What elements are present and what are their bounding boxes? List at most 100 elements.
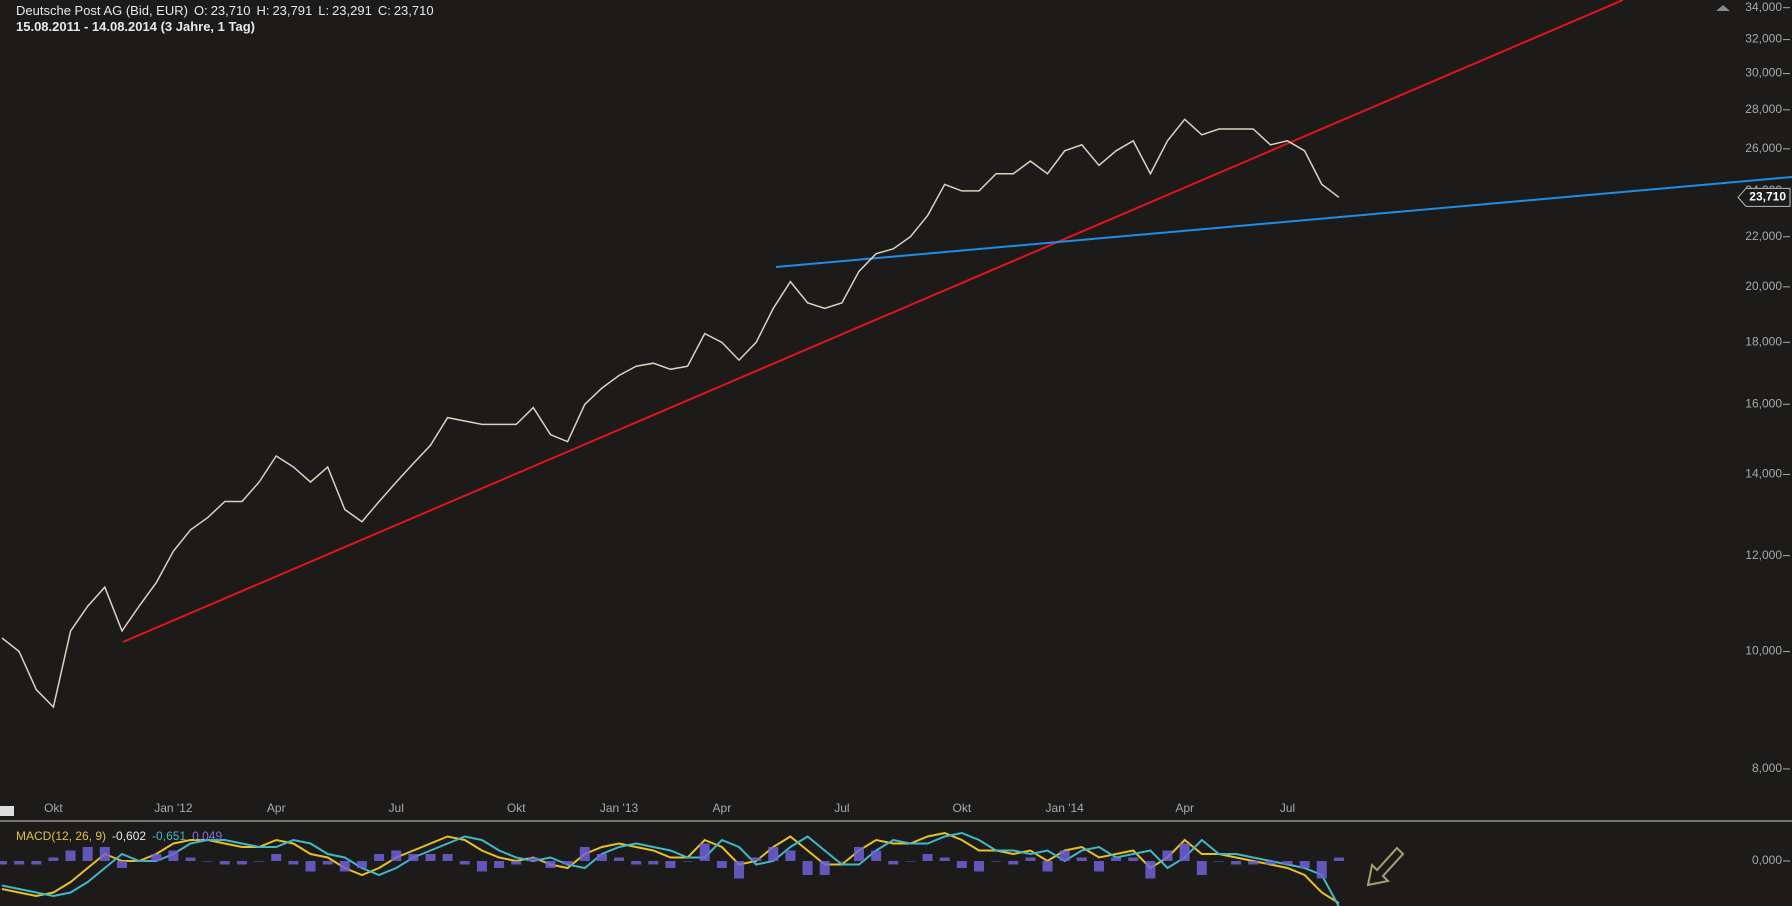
y-tick-label: 34,000 [1745, 0, 1782, 14]
y-tick-label: 30,000 [1745, 66, 1782, 80]
histogram-bar [1316, 860, 1327, 879]
histogram-bar [236, 860, 247, 865]
macd-legend: MACD(12, 26, 9) -0,602 -0,651 0,049 [16, 829, 228, 843]
histogram-bar [1196, 860, 1207, 875]
x-tick-label: Apr [1175, 801, 1194, 815]
histogram-bar [1213, 860, 1224, 862]
trend-line [775, 176, 1792, 268]
histogram-bar [99, 846, 110, 861]
y-tick-label: 10,000 [1745, 644, 1782, 658]
histogram-bar [562, 860, 573, 865]
ohlc-value: 23,710 [393, 3, 434, 18]
toolbar-button[interactable] [0, 806, 14, 816]
histogram-bar [14, 860, 25, 865]
y-tick-label: 16,000 [1745, 396, 1782, 410]
y-tick-label: 8,000 [1752, 761, 1782, 775]
histogram-bar [339, 860, 350, 872]
histogram-bar [1162, 850, 1173, 861]
histogram-bar [973, 860, 984, 872]
histogram-bar [734, 860, 745, 879]
histogram-bar [65, 850, 76, 861]
histogram-bar [956, 860, 967, 868]
ohlc-label: C: [377, 3, 391, 18]
histogram-bar [1042, 860, 1053, 872]
y-tick-label: 28,000 [1745, 102, 1782, 116]
x-tick-label: Jan '13 [600, 801, 639, 815]
histogram-bar [871, 850, 882, 861]
histogram-bar [1248, 860, 1259, 865]
y-tick-label: 26,000 [1745, 141, 1782, 155]
ohlc-label: O: [193, 3, 208, 18]
x-tick-label: Apr [267, 801, 286, 815]
x-tick-label: Okt [44, 801, 63, 815]
histogram-bar [836, 860, 847, 862]
histogram-bar [716, 860, 727, 868]
histogram-bar [425, 853, 436, 861]
histogram-bar [528, 857, 539, 861]
histogram-bar [1093, 860, 1104, 872]
histogram-bar [1299, 860, 1310, 868]
histogram-bar [1265, 860, 1276, 865]
histogram-bar [648, 860, 659, 865]
histogram-bar [1145, 860, 1156, 879]
x-tick-label: Apr [713, 801, 732, 815]
ohlc-value: 23,791 [272, 3, 313, 18]
y-tick-label: 18,000 [1745, 334, 1782, 348]
histogram-bar [442, 853, 453, 861]
histogram-bar [579, 846, 590, 861]
last-price-label: 23,710 [1749, 189, 1786, 203]
histogram-bar [1059, 850, 1070, 861]
histogram-bar [31, 860, 42, 865]
histogram-bar [82, 846, 93, 861]
histogram-bar [631, 860, 642, 865]
histogram-bar [905, 860, 916, 862]
histogram-bar [699, 843, 710, 861]
histogram-bar [939, 857, 950, 861]
trend-line [122, 0, 1624, 643]
histogram-bar [151, 853, 162, 861]
histogram-bar [1231, 860, 1242, 865]
histogram-bar [288, 860, 299, 865]
histogram-bar [202, 860, 213, 862]
histogram-bar [785, 850, 796, 861]
price-line [1, 118, 1340, 709]
x-tick-label: Jul [389, 801, 404, 815]
x-tick-label: Okt [953, 801, 972, 815]
histogram-bar [168, 850, 179, 861]
histogram-bar [494, 860, 505, 868]
histogram-bar [1111, 857, 1122, 861]
histogram-bar [614, 857, 625, 861]
histogram-bar [1179, 843, 1190, 861]
legend-value: -0,602 [112, 829, 147, 843]
histogram-bar [305, 860, 316, 872]
histogram-bar [1076, 857, 1087, 861]
histogram-bar [134, 860, 145, 862]
last-price-tag [1737, 187, 1791, 207]
histogram-bar [768, 846, 779, 861]
histogram-bar [391, 850, 402, 861]
histogram-bar [922, 853, 933, 861]
annotation-arrow [1366, 846, 1405, 887]
y-tick-label: 0,000 [1752, 853, 1782, 867]
histogram-bar [991, 860, 1002, 862]
header-line: Deutsche Post AG (Bid, EUR) O: 23,710 H: 23,… [16, 3, 440, 18]
histogram-bar [1025, 857, 1036, 861]
x-tick-label: Okt [507, 801, 526, 815]
histogram-bar [545, 860, 556, 868]
histogram-bar [219, 860, 230, 865]
histogram-bar [254, 860, 265, 862]
y-tick-label: 20,000 [1745, 279, 1782, 293]
histogram-bar [476, 860, 487, 872]
histogram-bar [459, 860, 470, 865]
histogram-bar [751, 857, 762, 861]
y-tick-label: 14,000 [1745, 467, 1782, 481]
histogram-bar [374, 853, 385, 861]
histogram-bar [116, 860, 127, 868]
histogram-bar [271, 853, 282, 861]
histogram-bar [322, 860, 333, 865]
scroll-icon [1716, 5, 1730, 11]
histogram-bar [408, 853, 419, 861]
x-tick-label: Jan '12 [154, 801, 193, 815]
